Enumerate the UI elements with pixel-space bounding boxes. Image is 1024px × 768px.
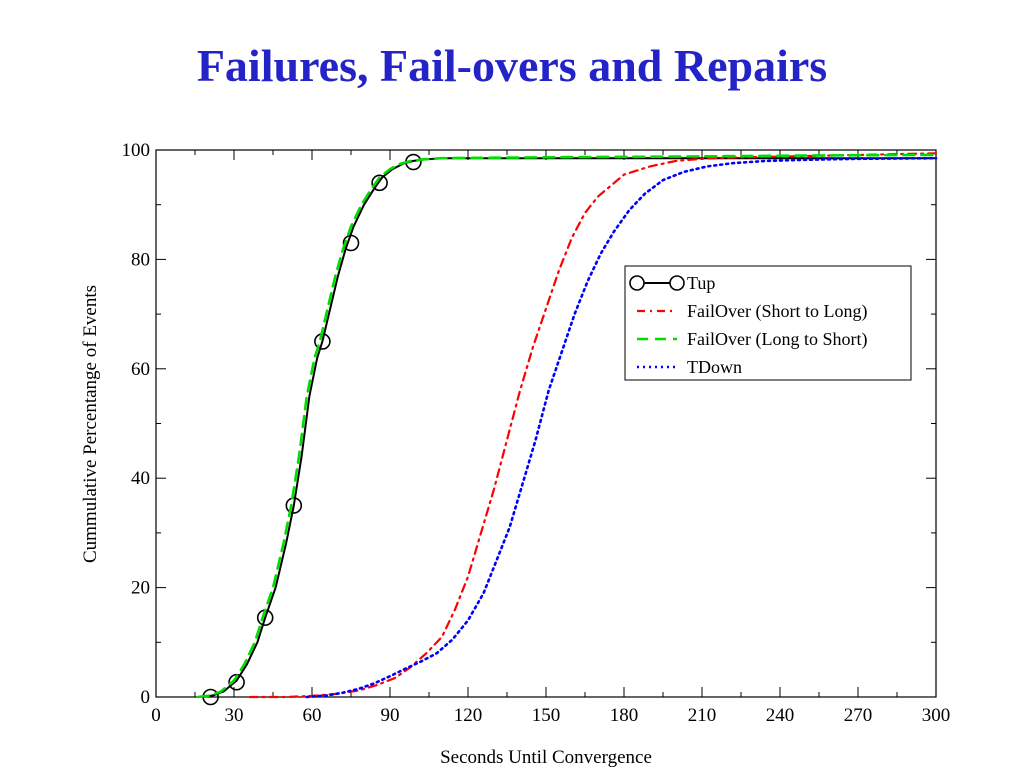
tup-marker — [285, 497, 303, 514]
x-tick-label: 270 — [844, 705, 873, 726]
series-layer — [196, 152, 938, 706]
tup-marker — [371, 174, 388, 192]
series-line-1 — [248, 152, 938, 699]
legend-label: Tup — [687, 273, 715, 293]
x-tick-label: 300 — [922, 705, 951, 726]
y-tick-label: 0 — [141, 687, 151, 708]
series-line-2 — [196, 153, 938, 699]
x-tick-label: 240 — [766, 705, 795, 726]
x-axis-title: Seconds Until Convergence — [440, 747, 652, 768]
y-tick-label: 100 — [122, 140, 151, 161]
legend-label: FailOver (Long to Short) — [687, 329, 867, 350]
x-tick-label: 120 — [454, 705, 483, 726]
x-tick-label: 0 — [151, 705, 161, 726]
x-tick-label: 180 — [610, 705, 639, 726]
x-tick-label: 60 — [303, 705, 322, 726]
x-tick-label: 30 — [225, 705, 244, 726]
y-tick-label: 60 — [131, 359, 150, 380]
y-tick-label: 80 — [131, 249, 150, 270]
x-tick-label: 210 — [688, 705, 717, 726]
legend-label: FailOver (Short to Long) — [687, 301, 867, 322]
y-axis-title: Cummulative Percentange of Events — [80, 285, 101, 563]
legend-marker — [669, 275, 685, 291]
legend: Tup FailOver (Short to Long) FailOver (Lon… — [624, 265, 912, 381]
series-line-0 — [201, 157, 937, 698]
y-tick-label: 40 — [131, 468, 150, 489]
x-tick-label: 90 — [381, 705, 400, 726]
legend-marker — [629, 275, 645, 291]
x-tick-label: 150 — [532, 705, 561, 726]
legend-label: TDown — [687, 357, 742, 377]
tup-marker — [342, 234, 360, 252]
series-line-3 — [305, 156, 938, 699]
slide-title: Failures, Fail-overs and Repairs — [196, 40, 828, 91]
y-tick-label: 20 — [131, 578, 150, 599]
axes: 0 30 60 90 120 150 180 210 240 270 300 0 20 40 60 80 100 — [122, 140, 951, 726]
